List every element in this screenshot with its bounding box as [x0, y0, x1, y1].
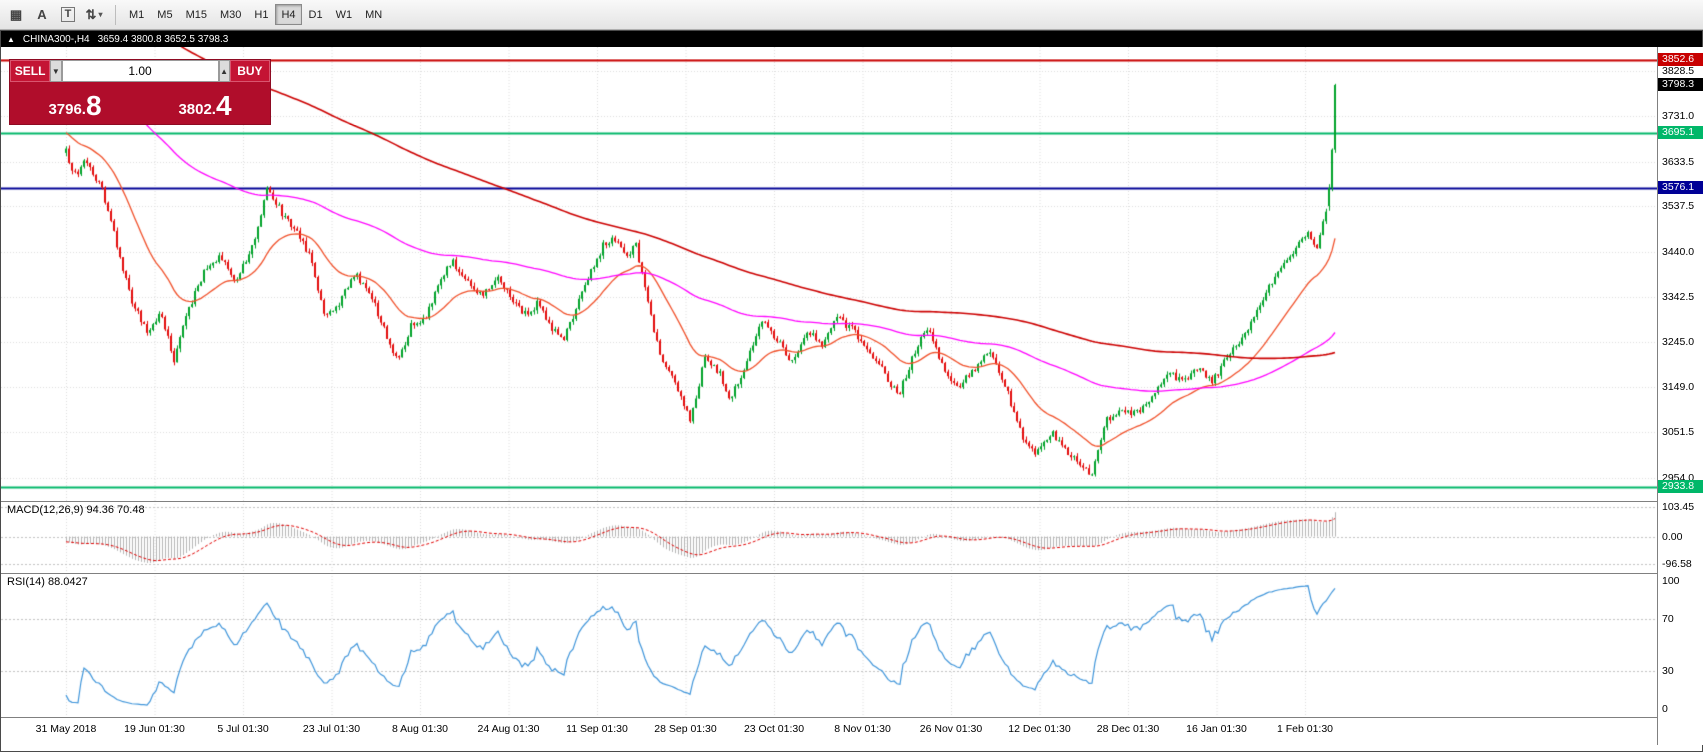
chart-window-icon: ▲ [7, 34, 15, 44]
rsi-axis-label: 100 [1662, 575, 1680, 587]
timeframe-group: M1 M5 M15 M30 H1 H4 D1 W1 MN [123, 4, 389, 25]
rsi-panel-separator[interactable] [1, 573, 1703, 574]
ask-price-main: 3802. [178, 101, 216, 118]
price-tick-label: 3245.0 [1662, 336, 1695, 349]
price-tick-label: 3440.0 [1662, 245, 1695, 258]
timeframe-m30[interactable]: M30 [219, 8, 242, 21]
time-axis-separator [1, 717, 1703, 718]
time-tick-label: 8 Aug 01:30 [391, 723, 449, 735]
timeframe-m1[interactable]: M1 [129, 8, 145, 21]
price-tick-label: 3633.5 [1662, 155, 1695, 168]
grid-tool-icon[interactable]: ▦ [9, 6, 23, 22]
rsi-axis-label: 70 [1662, 613, 1674, 626]
timeframe-m15[interactable]: M15 [185, 8, 207, 21]
macd-axis-label: 103.45 [1662, 501, 1695, 514]
chart-titlebar: ▲ CHINA300-,H4 3659.4 3800.8 3652.5 3798… [1, 31, 1702, 47]
price-level-label: 3576.1 [1658, 181, 1703, 195]
volume-increase-button[interactable]: ▲ [218, 60, 230, 82]
price-tick-label: 3342.5 [1662, 291, 1695, 304]
time-tick-label: 28 Sep 01:30 [654, 723, 717, 735]
bid-price-main: 3796. [48, 101, 86, 118]
time-tick-label: 12 Dec 01:30 [1008, 723, 1071, 735]
rsi-label: RSI(14) 88.0427 [7, 576, 88, 588]
time-tick-label: 16 Jan 01:30 [1186, 723, 1247, 735]
current-price-label: 3798.3 [1658, 78, 1703, 91]
text-label-tool-icon[interactable]: T [56, 4, 80, 26]
ask-price: 3802. 4 [140, 82, 270, 124]
bid-price-big-digit: 8 [85, 90, 102, 121]
price-tick-label: 3828.5 [1662, 64, 1695, 77]
toolbar: ▦ A T ⇅ ▾ M1 M5 M15 M30 H1 H4 D1 W1 MN [0, 0, 1703, 30]
timeframe-w1[interactable]: W1 [335, 8, 353, 21]
macd-indicator-canvas[interactable] [1, 501, 1657, 573]
timeframe-m5[interactable]: M5 [157, 8, 173, 21]
time-tick-label: 23 Oct 01:30 [743, 723, 805, 735]
ask-price-big-digit: 4 [215, 90, 232, 121]
volume-decrease-button[interactable]: ▼ [50, 60, 62, 82]
text-tool-icon[interactable]: A [37, 7, 47, 22]
macd-panel-separator[interactable] [1, 501, 1703, 502]
price-tick-label: 3537.5 [1662, 200, 1695, 213]
volume-up-icon: ▲ [220, 66, 229, 76]
price-level-label: 3852.6 [1658, 52, 1703, 66]
main-chart-canvas[interactable] [1, 47, 1657, 501]
buy-button[interactable]: BUY [229, 60, 270, 82]
time-axis[interactable]: 31 May 2018 19 Jun 01:30 5 Jul 01:30 23 Jul… [1, 717, 1657, 745]
time-tick-label: 31 May 2018 [35, 723, 97, 735]
sell-button[interactable]: SELL [10, 60, 51, 82]
price-tick-label: 3051.5 [1662, 426, 1695, 439]
chart-tools-group: ▦ A T ⇅ ▾ [4, 4, 108, 26]
chart-window: ▲ CHINA300-,H4 3659.4 3800.8 3652.5 3798… [0, 30, 1703, 752]
chart-title-symbol: CHINA300-,H4 [22, 33, 90, 45]
price-tick-label: 3731.0 [1662, 110, 1695, 123]
toolbar-separator [115, 4, 116, 25]
timeframe-h4[interactable]: H4 [275, 4, 302, 25]
macd-axis-label: 0.00 [1662, 530, 1683, 543]
macd-axis-label: -96.58 [1662, 557, 1692, 570]
timeframe-mn[interactable]: MN [365, 8, 383, 21]
rsi-axis-label: 0 [1662, 703, 1668, 715]
time-tick-label: 23 Jul 01:30 [302, 723, 361, 735]
price-level-label: 2933.8 [1658, 480, 1703, 494]
volume-down-icon: ▼ [51, 66, 60, 76]
bid-price: 3796. 8 [10, 82, 140, 124]
time-tick-label: 5 Jul 01:30 [217, 723, 269, 735]
price-tick-label: 3149.0 [1662, 381, 1695, 394]
volume-input[interactable] [61, 60, 219, 82]
time-tick-label: 24 Aug 01:30 [477, 723, 540, 735]
time-tick-label: 28 Dec 01:30 [1096, 723, 1160, 735]
time-tick-label: 11 Sep 01:30 [566, 723, 628, 735]
time-tick-label: 19 Jun 01:30 [124, 723, 185, 735]
time-tick-label: 1 Feb 01:30 [1276, 723, 1334, 735]
timeframe-d1[interactable]: D1 [308, 8, 323, 21]
rsi-indicator-canvas[interactable] [1, 573, 1657, 717]
timeframe-h1[interactable]: H1 [254, 8, 269, 21]
time-tick-label: 26 Nov 01:30 [919, 723, 983, 735]
one-click-trading-panel: SELL ▼ ▲ BUY 3796.8 3802.4 [9, 59, 271, 125]
line-studies-tool-icon[interactable]: ⇅ ▾ [85, 6, 103, 22]
rsi-axis-label: 30 [1662, 664, 1674, 677]
macd-label: MACD(12,26,9) 94.36 70.48 [7, 504, 145, 516]
price-axis[interactable]: 3828.5 3731.0 3633.5 3537.5 3440.0 3342.5 3245… [1657, 47, 1703, 745]
time-tick-label: 8 Nov 01:30 [834, 723, 891, 735]
price-level-label: 3695.1 [1658, 126, 1703, 139]
chart-title-ohlc: 3659.4 3800.8 3652.5 3798.3 [97, 33, 229, 45]
